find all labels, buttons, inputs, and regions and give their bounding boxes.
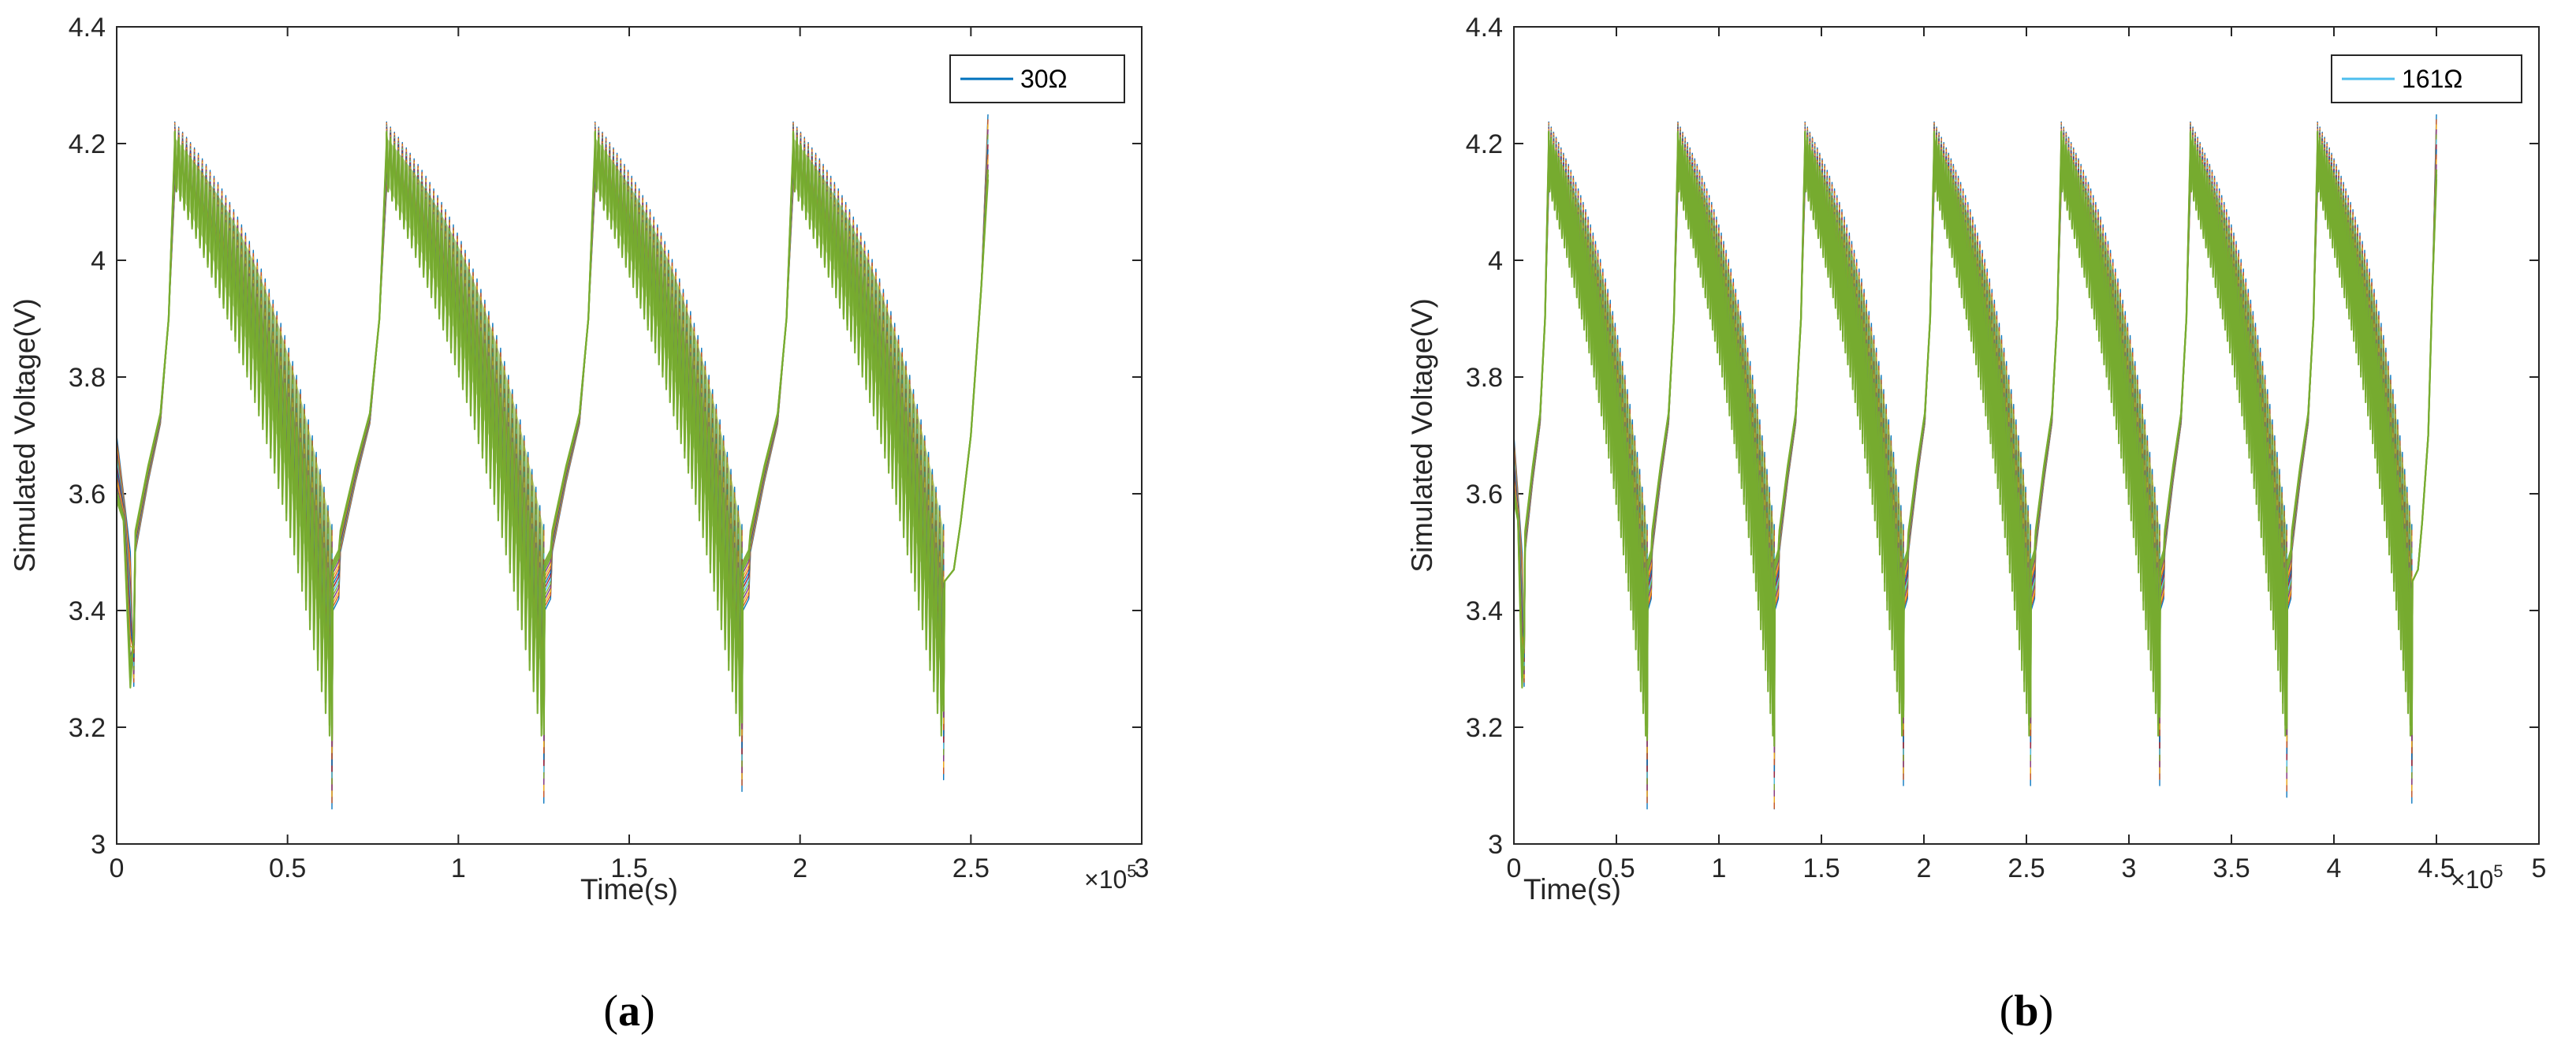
x-tick-label: 0 — [1507, 853, 1522, 883]
y-tick-label: 4.2 — [1466, 129, 1503, 159]
ticks-a — [116, 26, 1143, 845]
x-tick-label: 3 — [2122, 853, 2137, 883]
x-multiplier-a: ×105 — [1084, 861, 1137, 894]
x-multiplier-b: ×105 — [2451, 861, 2503, 894]
x-tick-label: 2.5 — [2007, 853, 2045, 883]
x-tick-label: 1 — [451, 853, 466, 883]
y-tick-label: 4 — [91, 246, 106, 276]
x-tick-label: 2 — [792, 853, 807, 883]
x-tick-label: 4 — [2327, 853, 2342, 883]
dense-band — [2061, 137, 2160, 682]
x-tick-labels-a: 0 0.5 1 1.5 2 2.5 3 — [110, 853, 1150, 883]
legend-label-a: 30Ω — [1020, 65, 1068, 93]
voltage-traces-a — [117, 114, 990, 810]
x-axis-label-a: Time(s) — [580, 873, 678, 906]
legend-label-b: 161Ω — [2402, 65, 2462, 93]
y-tick-label: 4.4 — [69, 13, 106, 43]
x-tick-label: 0 — [110, 853, 125, 883]
x-tick-label: 0.5 — [1597, 853, 1635, 883]
x-tick-labels-b: 0 0.5 1 1.5 2 2.5 3 3.5 4 4.5 5 — [1507, 853, 2547, 883]
x-tick-label: 2 — [1917, 853, 1932, 883]
y-tick-labels-a: 3 3.2 3.4 3.6 3.8 4 4.2 4.4 — [69, 13, 106, 860]
dense-band — [174, 137, 332, 682]
y-tick-labels-b: 3 3.2 3.4 3.6 3.8 4 4.2 4.4 — [1466, 13, 1503, 860]
y-tick-label: 3.6 — [1466, 480, 1503, 510]
dense-band — [2317, 137, 2412, 682]
dense-band — [595, 137, 742, 682]
dense-band — [1549, 137, 1647, 682]
y-tick-label: 3 — [1488, 830, 1503, 860]
y-axis-label-a: Simulated Voltage(V) — [9, 298, 41, 573]
panel-label-a: (a) — [603, 987, 654, 1036]
x-tick-label: 0.5 — [269, 853, 306, 883]
x-tick-label: 4.5 — [2418, 853, 2455, 883]
dense-band — [793, 137, 944, 682]
plot-frame-a — [116, 26, 1143, 845]
dense-band — [1805, 137, 1903, 682]
x-tick-label: 3 — [1135, 853, 1150, 883]
x-tick-label: 1.5 — [610, 853, 647, 883]
legend-a: 30Ω — [949, 54, 1125, 103]
y-tick-label: 4 — [1488, 246, 1503, 276]
dense-band — [1678, 137, 1775, 682]
x-tick-label: 1 — [1712, 853, 1727, 883]
y-tick-label: 3.4 — [69, 596, 106, 626]
y-tick-label: 3.6 — [69, 480, 106, 510]
chart-b: 3 3.2 3.4 3.6 3.8 4 4.2 4.4 0 0.5 1 1.5 2 2.5 3 3.5 4 4.… — [1406, 13, 2546, 1036]
dense-band — [2190, 137, 2287, 682]
y-tick-label: 3.8 — [1466, 363, 1503, 393]
y-tick-label: 3.2 — [69, 713, 106, 743]
x-tick-label: 2.5 — [952, 853, 990, 883]
x-tick-label: 3.5 — [2213, 853, 2250, 883]
voltage-traces-b — [1514, 114, 2438, 810]
y-tick-label: 4.2 — [69, 129, 106, 159]
x-tick-label: 5 — [2532, 853, 2547, 883]
y-tick-label: 3.2 — [1466, 713, 1503, 743]
x-axis-label-b: Time(s) — [1523, 873, 1621, 906]
dense-band — [386, 137, 544, 682]
y-tick-label: 3.8 — [69, 363, 106, 393]
x-tick-label: 1.5 — [1802, 853, 1840, 883]
plot-frame-b — [1513, 26, 2540, 845]
legend-b: 161Ω — [2331, 54, 2522, 103]
voltage-trace — [1514, 133, 2438, 737]
y-tick-label: 4.4 — [1466, 13, 1503, 43]
dense-band — [1934, 137, 2031, 682]
y-tick-label: 3.4 — [1466, 596, 1503, 626]
chart-a: 3 3.2 3.4 3.6 3.8 4 4.2 4.4 0 0.5 1 1.5 2 2.5 3 Simul… — [9, 13, 1149, 1036]
panel-label-b: (b) — [2000, 987, 2053, 1036]
y-axis-label-b: Simulated Voltage(V) — [1406, 298, 1438, 573]
y-tick-label: 3 — [91, 830, 106, 860]
